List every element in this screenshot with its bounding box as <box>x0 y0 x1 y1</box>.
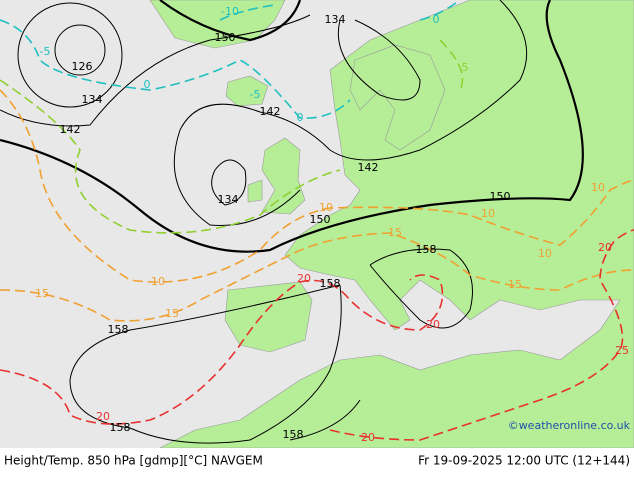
temperature-label: 10 <box>151 275 165 288</box>
temperature-label: -10 <box>221 5 239 18</box>
temperature-label: 0 <box>144 78 151 91</box>
height-label: 150 <box>490 190 511 203</box>
height-label: 142 <box>60 123 81 136</box>
credit: ©weatheronline.co.uk <box>508 419 631 432</box>
temperature-label: 20 <box>361 431 375 444</box>
height-label: 134 <box>82 93 103 106</box>
temperature-label: 5 <box>462 61 469 74</box>
temperature-label: 15 <box>165 307 179 320</box>
temperature-label: 0 <box>297 111 304 124</box>
temperature-label: -5 <box>250 88 261 101</box>
height-label: 142 <box>358 161 379 174</box>
height-label: 150 <box>310 213 331 226</box>
height-label: 158 <box>320 277 341 290</box>
temperature-label: 10 <box>538 247 552 260</box>
footer-right: Fr 19-09-2025 12:00 UTC (12+144) <box>418 454 630 468</box>
footer-bg <box>0 448 634 490</box>
temperature-label: -5 <box>40 45 51 58</box>
temperature-label: 0 <box>433 13 440 26</box>
temperature-label: 15 <box>35 287 49 300</box>
temperature-label: 15 <box>388 226 402 239</box>
temperature-label: 20 <box>297 272 311 285</box>
height-label: 134 <box>218 193 239 206</box>
height-label: 134 <box>325 13 346 26</box>
temperature-label: 10 <box>591 181 605 194</box>
height-label: 126 <box>72 60 93 73</box>
height-label: 158 <box>108 323 129 336</box>
temperature-label: 20 <box>426 318 440 331</box>
temperature-label: 20 <box>598 241 612 254</box>
temperature-contours <box>0 0 634 441</box>
height-label: 142 <box>260 105 281 118</box>
height-label: 150 <box>215 31 236 44</box>
height-label: 158 <box>283 428 304 441</box>
footer-left: Height/Temp. 850 hPa [gdmp][°C] NAVGEM <box>4 454 263 468</box>
temperature-label: 10 <box>481 207 495 220</box>
temperature-label: 25 <box>615 344 629 357</box>
height-label: 158 <box>110 421 131 434</box>
temperature-label: 15 <box>508 278 522 291</box>
temperature-label: 10 <box>319 201 333 214</box>
height-label: 158 <box>416 243 437 256</box>
temperature-label: 20 <box>96 410 110 423</box>
